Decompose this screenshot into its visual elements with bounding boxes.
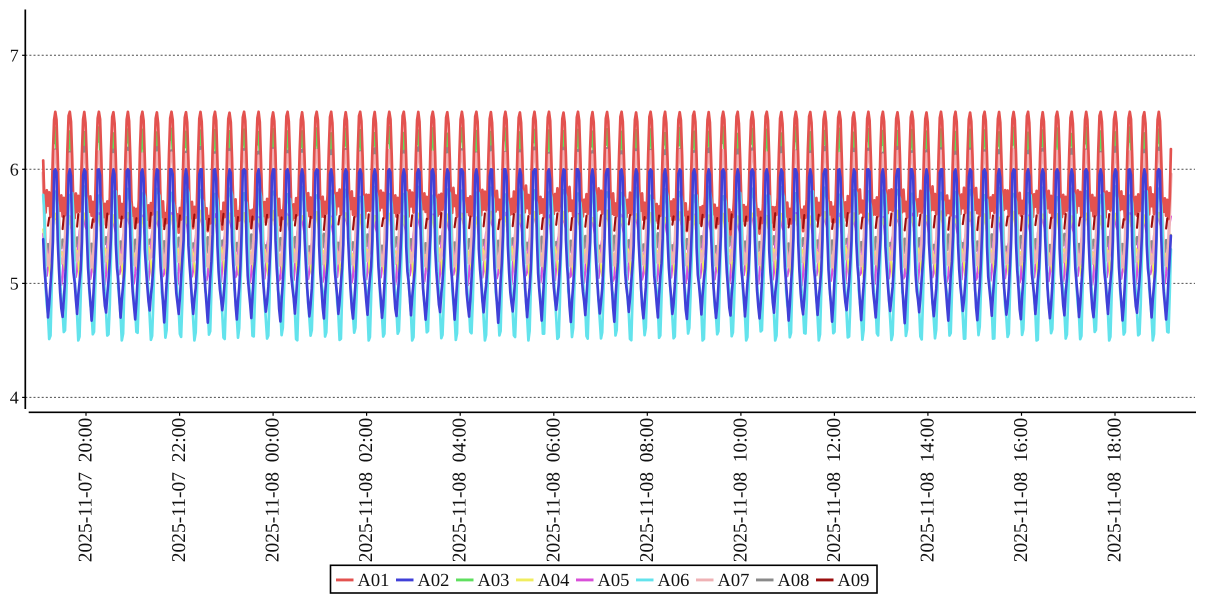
svg-text:A04: A04 [538,571,570,591]
svg-text:2025-11-07 22:00: 2025-11-07 22:00 [169,418,190,562]
svg-text:2025-11-08 02:00: 2025-11-08 02:00 [356,418,377,562]
svg-text:2025-11-08 00:00: 2025-11-08 00:00 [263,418,284,562]
svg-text:2025-11-08 12:00: 2025-11-08 12:00 [824,418,845,562]
svg-text:2025-11-08 18:00: 2025-11-08 18:00 [1105,418,1126,562]
svg-text:6: 6 [10,159,19,179]
svg-text:A01: A01 [358,571,390,591]
svg-text:2025-11-08 08:00: 2025-11-08 08:00 [637,418,658,562]
svg-text:2025-11-07 20:00: 2025-11-07 20:00 [76,418,97,562]
svg-text:A08: A08 [778,571,810,591]
svg-text:A07: A07 [718,571,750,591]
svg-text:A02: A02 [418,571,450,591]
svg-text:2025-11-08 16:00: 2025-11-08 16:00 [1011,418,1032,562]
svg-text:2025-11-08 04:00: 2025-11-08 04:00 [450,418,471,562]
svg-text:A05: A05 [598,571,630,591]
svg-text:A09: A09 [838,571,870,591]
svg-text:5: 5 [10,273,19,293]
svg-text:2025-11-08 06:00: 2025-11-08 06:00 [543,418,564,562]
svg-text:2025-11-08 14:00: 2025-11-08 14:00 [917,418,938,562]
svg-text:2025-11-08 10:00: 2025-11-08 10:00 [730,418,751,562]
svg-text:A06: A06 [658,571,690,591]
svg-text:7: 7 [10,45,19,65]
svg-text:A03: A03 [478,571,510,591]
svg-text:4: 4 [10,387,19,407]
